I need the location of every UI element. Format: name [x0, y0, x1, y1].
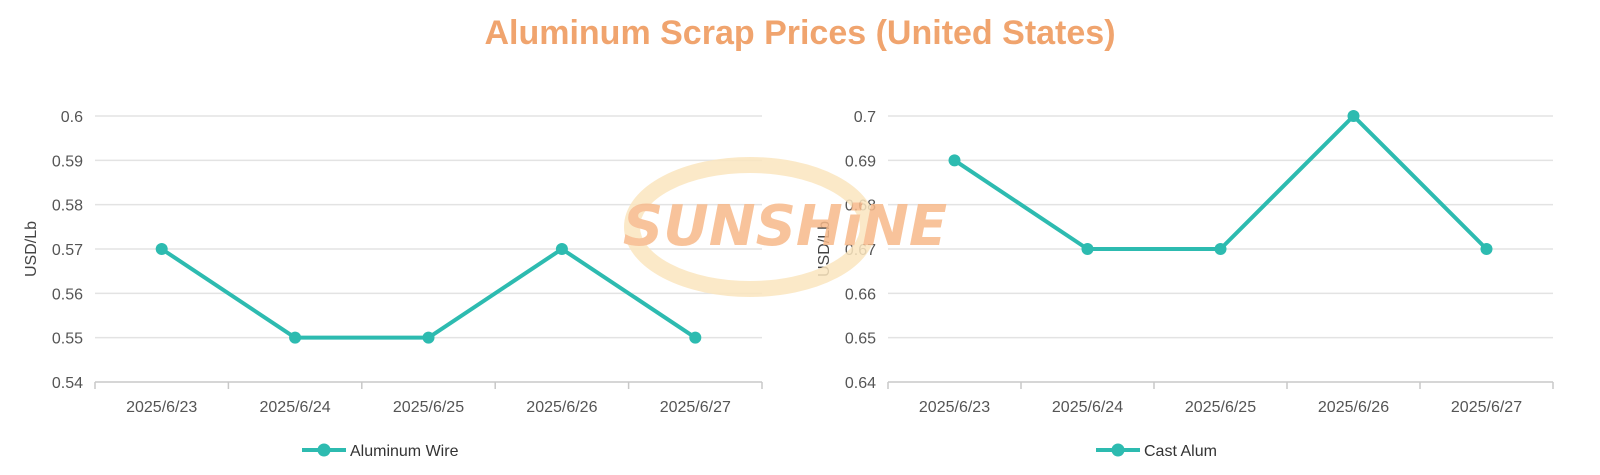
legend-marker: [1111, 443, 1125, 457]
x-tick-label: 2025/6/26: [526, 399, 597, 416]
legend-label: Aluminum Wire: [350, 443, 459, 460]
watermark-swoosh: [624, 157, 876, 297]
y-tick-label: 0.57: [52, 242, 83, 259]
data-point: [1214, 243, 1227, 255]
x-tick-label: 2025/6/24: [1052, 399, 1123, 416]
x-tick-label: 2025/6/23: [126, 399, 197, 416]
data-point: [1081, 243, 1094, 255]
data-point: [555, 243, 568, 255]
data-point: [1347, 110, 1360, 122]
y-tick-label: 0.59: [52, 153, 83, 170]
data-point: [155, 243, 168, 255]
watermark-text: SUNSHiNE: [623, 194, 947, 259]
data-point: [1480, 243, 1493, 255]
y-tick-label: 0.64: [845, 375, 876, 392]
series-line: [952, 114, 1489, 251]
data-point: [289, 331, 302, 344]
x-tick-label: 2025/6/26: [1318, 399, 1389, 416]
data-point: [948, 154, 961, 167]
y-tick-label: 0.69: [845, 153, 876, 170]
y-axis-title: USD/Lb: [23, 221, 40, 277]
data-point: [689, 331, 702, 344]
sunshine-watermark-logo: SUNSHiNE: [623, 157, 947, 297]
x-tick-label: 2025/6/24: [260, 399, 331, 416]
y-axis-title: USD/Lb: [816, 221, 833, 277]
y-tick-label: 0.54: [52, 375, 83, 392]
data-point: [422, 331, 435, 344]
x-tick-label: 2025/6/27: [1451, 399, 1522, 416]
x-tick-label: 2025/6/27: [660, 399, 731, 416]
x-tick-label: 2025/6/25: [1185, 399, 1256, 416]
x-tick-label: 2025/6/25: [393, 399, 464, 416]
legend-label: Cast Alum: [1144, 443, 1217, 460]
y-tick-label: 0.6: [61, 109, 83, 126]
y-tick-label: 0.56: [52, 286, 83, 303]
y-tick-label: 0.58: [52, 198, 83, 215]
y-tick-label: 0.55: [52, 331, 83, 348]
chart-aluminum-wire: 0.54 0.55 0.56 0.57 0.58 0.59 0.6 2025/6/23 2025…: [23, 109, 763, 460]
y-tick-label: 0.66: [845, 286, 876, 303]
legend-marker: [317, 443, 331, 457]
y-tick-label: 0.65: [845, 331, 876, 348]
x-tick-label: 2025/6/23: [919, 399, 990, 416]
page-title: Aluminum Scrap Prices (United States): [484, 14, 1116, 52]
y-tick-label: 0.7: [854, 109, 876, 126]
